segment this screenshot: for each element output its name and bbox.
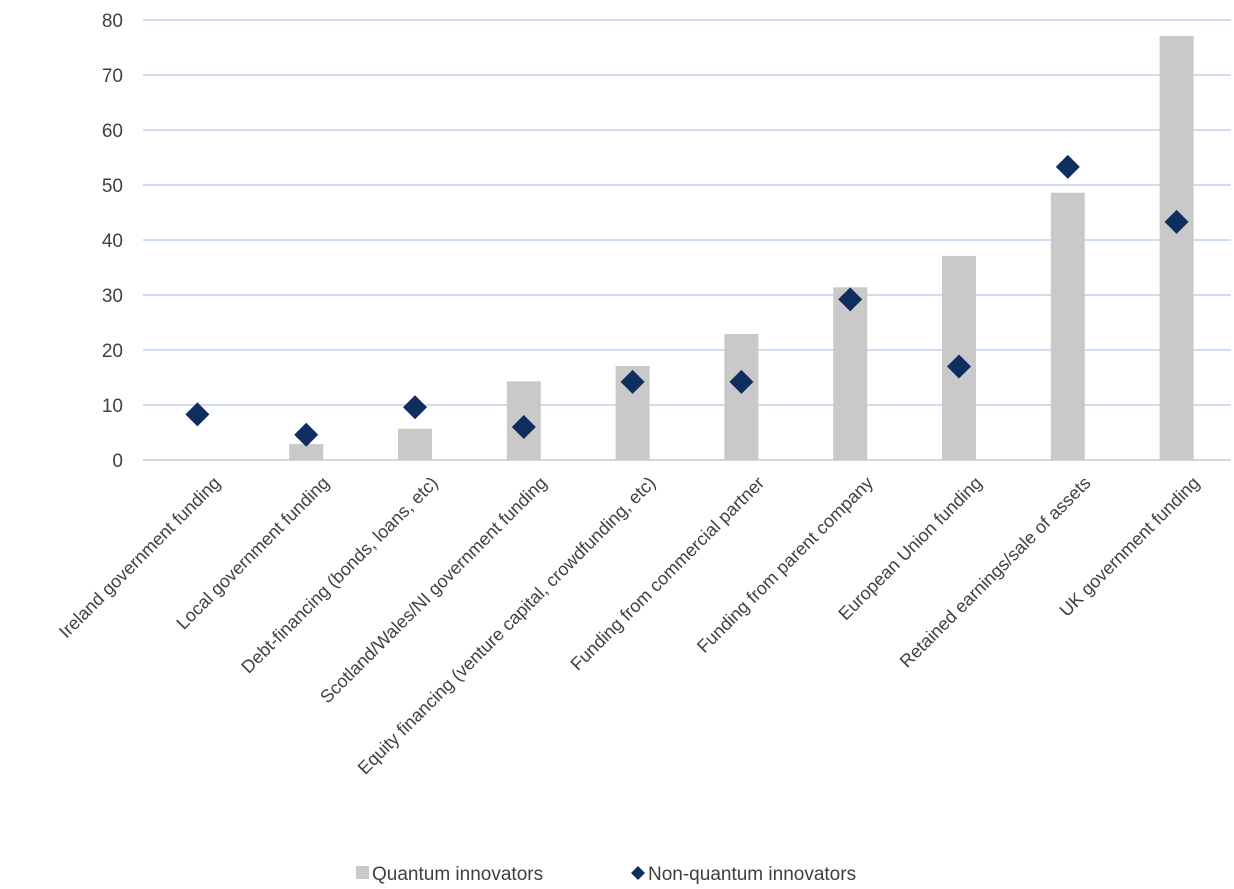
marker-non-quantum — [947, 354, 971, 379]
bar-quantum — [724, 334, 759, 460]
bar-quantum — [289, 444, 324, 460]
y-tick-label: 30 — [102, 286, 123, 307]
non-quantum-markers — [185, 154, 1189, 447]
marker-non-quantum — [185, 402, 210, 427]
bar-quantum — [398, 428, 432, 460]
y-tick-label: 20 — [102, 341, 123, 362]
legend-label-quantum: Quantum innovators — [372, 864, 543, 885]
legend-label-non-quantum: Non-quantum innovators — [648, 864, 856, 885]
marker-non-quantum — [729, 369, 754, 394]
legend-swatch-quantum — [356, 866, 369, 879]
x-category-label: Debt-financing (bonds, loans, etc) — [237, 473, 441, 677]
marker-non-quantum — [511, 415, 536, 439]
bar-quantum — [833, 287, 868, 460]
x-category-label: Scotland/Wales/NI government funding — [316, 473, 550, 707]
y-tick-label: 0 — [112, 451, 123, 472]
quantum-bars — [289, 35, 1194, 460]
x-category-label: Funding from commercial partner — [567, 473, 769, 675]
legend-swatch-non-quantum — [631, 866, 645, 880]
marker-non-quantum — [838, 287, 863, 312]
marker-non-quantum — [294, 422, 319, 447]
y-axis-tick-labels: 0 10 20 30 40 50 60 70 80 — [102, 11, 123, 472]
marker-non-quantum — [1164, 209, 1189, 234]
bar-quantum — [1050, 192, 1085, 460]
y-tick-label: 70 — [102, 66, 123, 87]
y-tick-label: 60 — [102, 121, 123, 142]
x-category-label: Retained earnings/sale of assets — [896, 473, 1095, 672]
bar-quantum — [1159, 35, 1194, 460]
x-category-label: Funding from parent company — [693, 473, 877, 657]
y-tick-label: 80 — [102, 11, 123, 32]
gridlines — [143, 19, 1231, 461]
legend: Quantum innovators Non-quantum innovator… — [356, 864, 856, 885]
marker-non-quantum — [620, 369, 645, 394]
marker-non-quantum — [1055, 154, 1080, 179]
y-tick-label: 40 — [102, 231, 123, 252]
marker-non-quantum — [403, 395, 427, 420]
y-tick-label: 10 — [102, 396, 123, 417]
y-tick-label: 50 — [102, 176, 123, 197]
